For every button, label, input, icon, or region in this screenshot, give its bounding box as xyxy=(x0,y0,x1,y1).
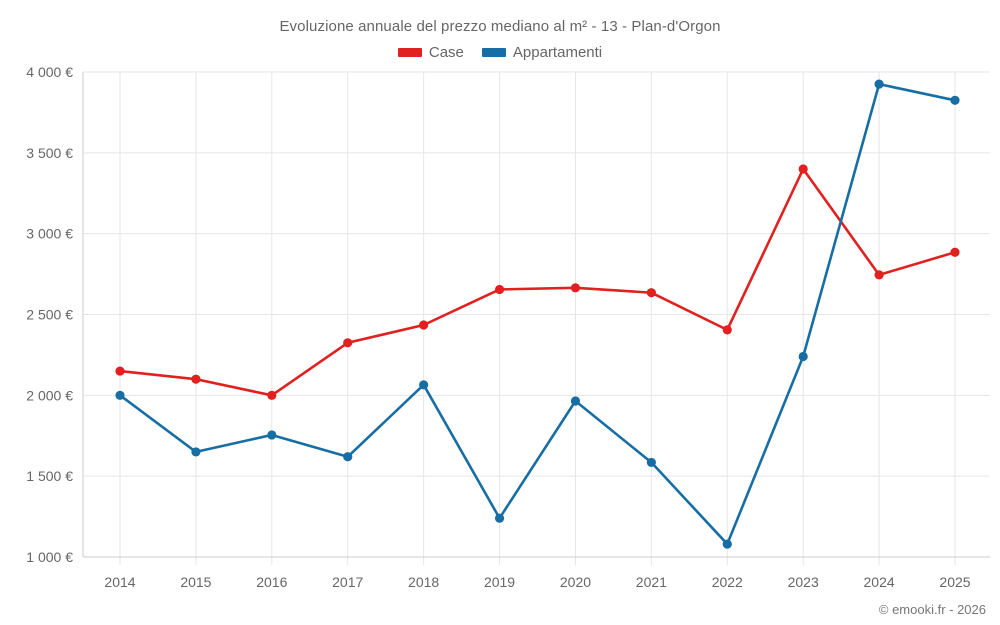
data-point-marker[interactable] xyxy=(115,390,125,400)
series-line-appartamenti xyxy=(118,82,957,546)
x-axis-tick-label: 2015 xyxy=(180,574,211,590)
y-axis-tick-label: 1 500 € xyxy=(26,468,73,484)
x-axis-tick-label: 2017 xyxy=(332,574,363,590)
data-point-marker[interactable] xyxy=(267,390,277,400)
y-axis-tick-label: 3 500 € xyxy=(26,145,73,161)
x-axis-tick-label: 2020 xyxy=(560,574,591,590)
x-axis-tick-label: 2024 xyxy=(864,574,895,590)
data-point-marker[interactable] xyxy=(570,396,581,406)
legend-item-appartamenti[interactable]: Appartamenti xyxy=(481,44,603,61)
data-point-marker[interactable] xyxy=(722,539,732,549)
legend-label-case: Case xyxy=(428,44,464,61)
data-point-marker[interactable] xyxy=(267,430,277,440)
x-axis-tick-label: 2022 xyxy=(712,574,743,590)
data-point-marker[interactable] xyxy=(343,338,353,348)
chart-legend: Case Appartamenti xyxy=(0,44,1000,61)
legend-item-case[interactable]: Case xyxy=(397,44,464,61)
footer-credit: © emooki.fr - 2026 xyxy=(878,602,986,617)
y-axis-tick-label: 3 000 € xyxy=(26,226,73,242)
data-point-marker[interactable] xyxy=(798,351,808,362)
x-axis-tick-label: 2021 xyxy=(636,574,667,590)
legend-swatch-appartamenti xyxy=(481,48,506,57)
data-point-marker[interactable] xyxy=(570,283,581,293)
legend-swatch-case xyxy=(397,48,422,57)
page-title: Evoluzione annuale del prezzo mediano al… xyxy=(279,18,721,35)
x-axis-tick-label: 2025 xyxy=(939,574,970,590)
x-axis-tick-labels: 2014 2015 2016 2017 2018 2019 2020 2021 2022 2023… xyxy=(104,574,970,590)
data-point-marker[interactable] xyxy=(343,452,353,462)
data-point-marker[interactable] xyxy=(950,247,960,257)
gridlines xyxy=(83,71,990,565)
legend-label-appartamenti: Appartamenti xyxy=(512,44,603,61)
x-axis-tick-label: 2019 xyxy=(484,574,515,590)
y-axis-tick-label: 2 000 € xyxy=(26,387,73,403)
data-point-marker[interactable] xyxy=(950,95,960,105)
data-point-marker[interactable] xyxy=(191,447,201,457)
data-point-marker[interactable] xyxy=(494,513,505,523)
data-point-marker[interactable] xyxy=(874,79,884,89)
y-axis-tick-label: 2 500 € xyxy=(26,307,73,323)
data-point-marker[interactable] xyxy=(419,320,429,330)
axis-lines xyxy=(82,72,990,558)
data-point-marker[interactable] xyxy=(646,457,656,468)
x-axis-tick-label: 2018 xyxy=(408,574,439,590)
data-point-marker[interactable] xyxy=(494,284,505,295)
data-point-marker[interactable] xyxy=(646,288,656,298)
data-point-marker[interactable] xyxy=(419,380,429,390)
data-point-marker[interactable] xyxy=(798,164,808,174)
y-axis-tick-labels: 1 000 € 1 500 € 2 000 € 2 500 € 3 000 € 3 500… xyxy=(26,64,73,565)
data-series-lines xyxy=(118,82,957,546)
y-axis-tick-label: 1 000 € xyxy=(26,549,73,565)
x-axis-tick-label: 2023 xyxy=(788,574,819,590)
data-point-marker[interactable] xyxy=(191,374,201,384)
data-point-markers xyxy=(115,79,960,549)
x-axis-tick-label: 2016 xyxy=(256,574,287,590)
data-point-marker[interactable] xyxy=(874,270,884,280)
series-line-case xyxy=(118,167,957,397)
data-point-marker[interactable] xyxy=(722,325,732,335)
x-axis-tick-label: 2014 xyxy=(104,574,135,590)
y-axis-tick-label: 4 000 € xyxy=(26,64,73,80)
data-point-marker[interactable] xyxy=(115,366,125,376)
